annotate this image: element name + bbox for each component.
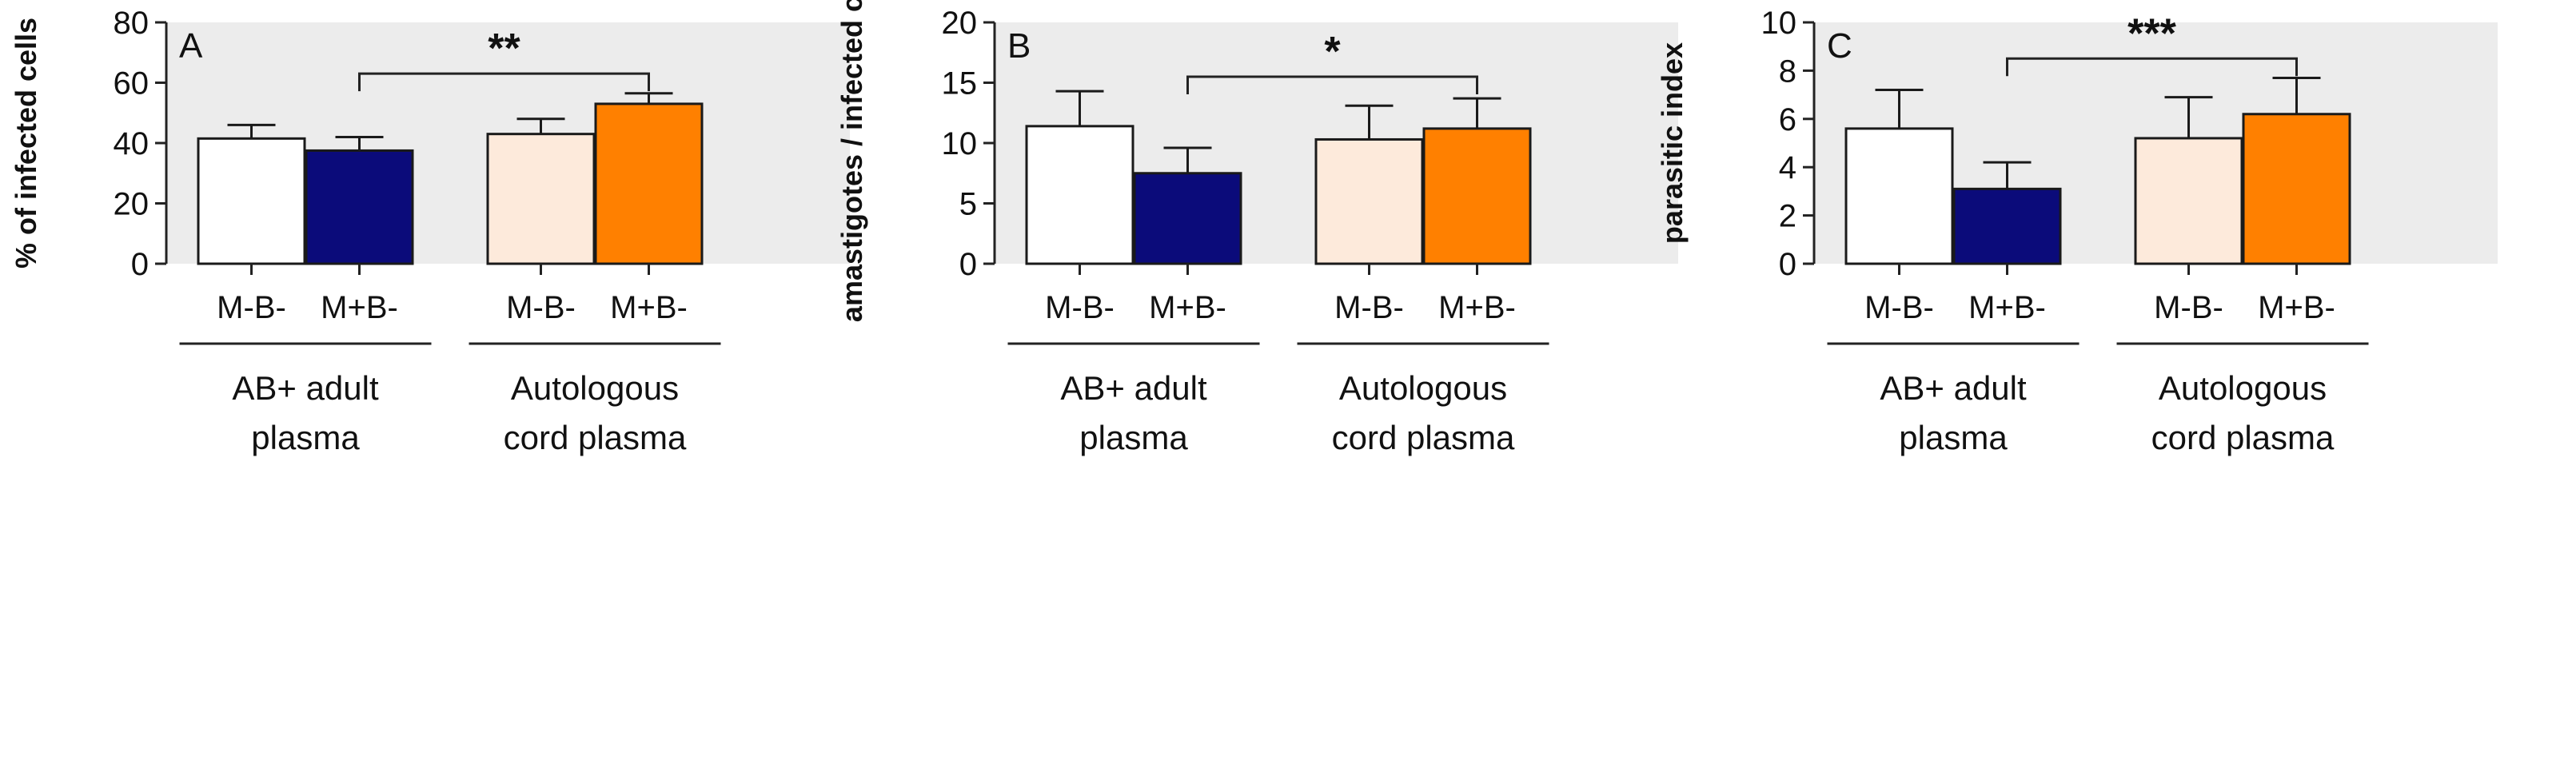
category-label: M-B- xyxy=(506,290,576,325)
y-axis-label: parasitic index xyxy=(1656,42,1689,244)
category-label: M+B- xyxy=(1968,290,2046,325)
bar-mb-cord xyxy=(1422,127,1532,265)
significance-bracket xyxy=(1186,75,1478,94)
y-tick-label: 5 xyxy=(959,187,977,222)
category-label: M+B- xyxy=(610,290,688,325)
group-label: Autologous xyxy=(511,369,679,407)
bar-mb-adult xyxy=(197,137,306,265)
category-label: M+B- xyxy=(2258,290,2335,325)
panel-letter: A xyxy=(179,26,203,66)
y-tick-label: 40 xyxy=(114,126,150,161)
y-tick-label: 15 xyxy=(942,66,978,101)
y-tick-label: 10 xyxy=(942,126,978,161)
chart-panel-b: 0 5 10 15 20 amastigotes / infected cell B M-B-… xyxy=(835,0,1678,456)
chart-panel-c: 0 2 4 6 8 10 parasitic index C M-B- M+B- AB+ adult… xyxy=(1656,6,2498,456)
category-label: M-B- xyxy=(217,290,286,325)
y-tick-label: 20 xyxy=(942,6,978,41)
bar-mb-cord xyxy=(2242,113,2351,265)
category-label: M-B- xyxy=(1045,290,1115,325)
group-label: plasma xyxy=(251,419,360,456)
bar-mb-cord xyxy=(486,133,596,265)
y-tick-label: 8 xyxy=(1779,54,1796,89)
category-label: M+B- xyxy=(321,290,398,325)
group-label: Autologous xyxy=(2159,369,2327,407)
group-label: AB+ adult xyxy=(1060,369,1207,407)
significance-bracket xyxy=(2006,57,2298,77)
category-label: M-B- xyxy=(2154,290,2223,325)
panel-letter: B xyxy=(1007,26,1031,66)
significance-label: *** xyxy=(2127,10,2176,57)
group-label: cord plasma xyxy=(504,419,687,456)
y-axis-label: % of infected cells xyxy=(10,18,42,269)
chart-panel-a: 0 20 40 60 80 % of infected cells A M-B- M+B- AB+… xyxy=(10,6,850,456)
bar-mb-adult xyxy=(1025,125,1134,265)
bar-mb-adult xyxy=(1952,187,2062,265)
y-tick-label: 80 xyxy=(114,6,150,41)
group-label: plasma xyxy=(1079,419,1188,456)
y-axis-label: amastigotes / infected cell xyxy=(835,0,868,322)
group-label: plasma xyxy=(1899,419,2008,456)
y-tick-label: 60 xyxy=(114,66,150,101)
significance-label: * xyxy=(1324,29,1341,75)
significance-label: ** xyxy=(488,26,520,72)
y-tick-label: 0 xyxy=(131,247,149,282)
group-label: AB+ adult xyxy=(232,369,379,407)
category-label: M+B- xyxy=(1149,290,1226,325)
bar-mb-cord xyxy=(2134,137,2243,265)
bar-mb-adult xyxy=(1844,127,1954,265)
y-tick-label: 20 xyxy=(114,187,150,222)
category-label: M-B- xyxy=(1864,290,1934,325)
y-tick-label: 10 xyxy=(1761,6,1797,41)
bar-mb-adult xyxy=(1133,172,1242,265)
group-label: AB+ adult xyxy=(1880,369,2027,407)
bar-mb-cord xyxy=(1314,137,1424,265)
significance-bracket xyxy=(358,72,650,92)
bar-mb-cord xyxy=(594,102,704,265)
y-tick-label: 6 xyxy=(1779,102,1796,137)
panel-letter: C xyxy=(1827,26,1852,66)
category-label: M+B- xyxy=(1438,290,1516,325)
y-tick-label: 2 xyxy=(1779,199,1796,234)
y-tick-label: 0 xyxy=(959,247,977,282)
group-label: cord plasma xyxy=(1332,419,1515,456)
category-label: M-B- xyxy=(1334,290,1404,325)
group-label: Autologous xyxy=(1339,369,1507,407)
y-tick-label: 0 xyxy=(1779,247,1796,282)
group-label: cord plasma xyxy=(2151,419,2335,456)
y-tick-label: 4 xyxy=(1779,150,1796,185)
bar-mb-adult xyxy=(305,149,414,265)
